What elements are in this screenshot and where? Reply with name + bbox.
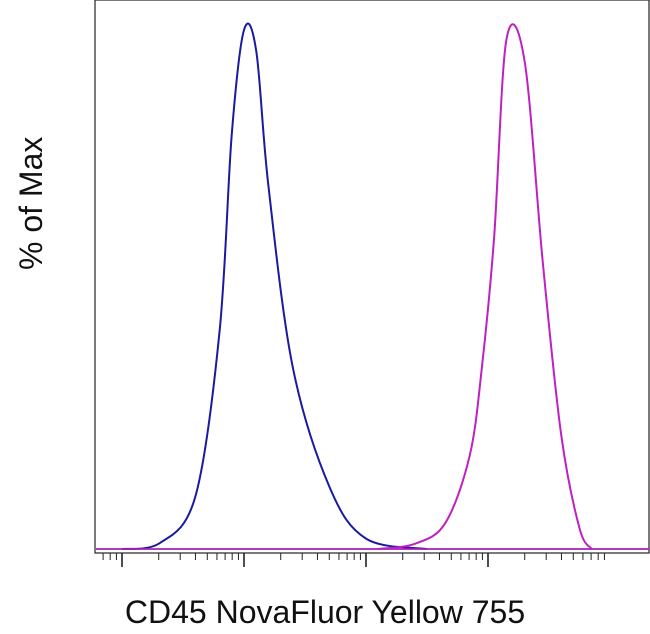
y-axis-label: % of Max xyxy=(13,136,49,270)
plot-frame xyxy=(94,0,650,554)
series-line-2 xyxy=(378,23,593,550)
series-line-1 xyxy=(121,22,428,550)
x-axis-ticks xyxy=(102,553,605,567)
series-layer xyxy=(96,22,649,550)
x-axis-label: CD45 NovaFluor Yellow 755 xyxy=(124,594,526,630)
